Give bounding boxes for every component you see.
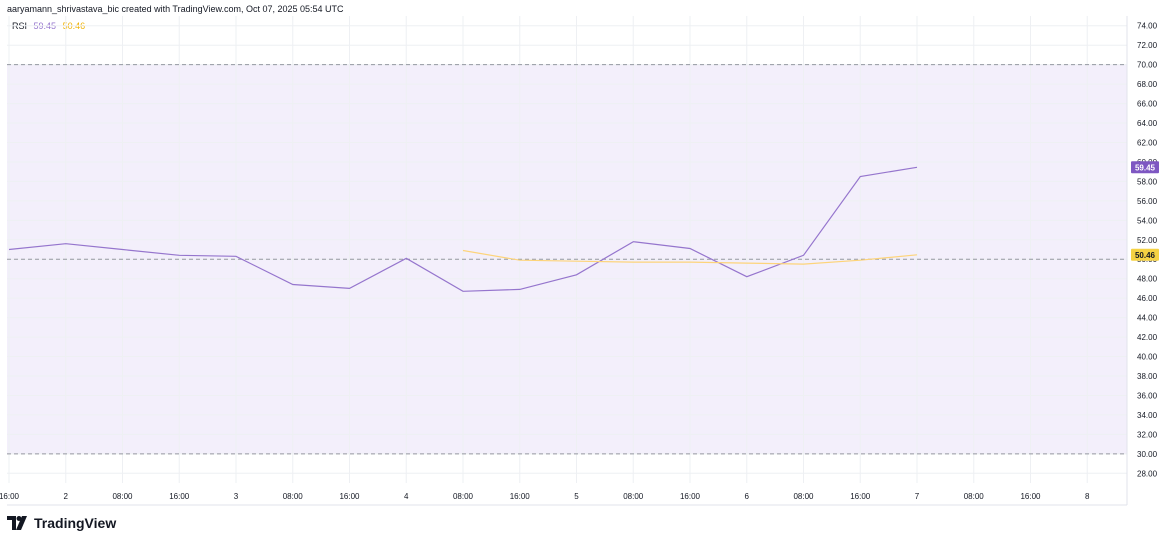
y-tick-label: 64.00 xyxy=(1137,119,1158,128)
x-tick-label: 5 xyxy=(574,492,579,501)
rsi-last-value-badge xyxy=(1131,161,1159,174)
y-tick-label: 28.00 xyxy=(1137,469,1158,478)
y-tick-label: 36.00 xyxy=(1137,391,1158,400)
tradingview-logo: TradingView xyxy=(7,515,116,531)
rsi-last-value-badge-text: 59.45 xyxy=(1135,163,1156,172)
y-tick-label: 66.00 xyxy=(1137,100,1158,109)
y-tick-label: 72.00 xyxy=(1137,41,1158,50)
x-tick-label: 08:00 xyxy=(112,492,133,501)
y-tick-label: 44.00 xyxy=(1137,314,1158,323)
y-tick-label: 54.00 xyxy=(1137,216,1158,225)
y-tick-label: 46.00 xyxy=(1137,294,1158,303)
x-tick-label: 7 xyxy=(915,492,920,501)
x-tick-label: 2 xyxy=(64,492,69,501)
y-tick-label: 70.00 xyxy=(1137,61,1158,70)
x-tick-label: 16:00 xyxy=(510,492,531,501)
y-tick-label: 68.00 xyxy=(1137,80,1158,89)
y-tick-label: 56.00 xyxy=(1137,197,1158,206)
y-tick-label: 74.00 xyxy=(1137,22,1158,31)
x-tick-label: 08:00 xyxy=(283,492,304,501)
y-tick-label: 38.00 xyxy=(1137,372,1158,381)
ma-last-value-badge-text: 50.46 xyxy=(1135,251,1156,260)
x-tick-label: 16:00 xyxy=(1020,492,1041,501)
x-tick-label: 08:00 xyxy=(793,492,814,501)
x-tick-label: 08:00 xyxy=(964,492,985,501)
y-tick-label: 62.00 xyxy=(1137,138,1158,147)
tradingview-logo-icon xyxy=(7,516,27,530)
x-tick-label: 8 xyxy=(1085,492,1090,501)
y-tick-label: 32.00 xyxy=(1137,430,1158,439)
x-tick-label: 4 xyxy=(404,492,409,501)
y-tick-label: 48.00 xyxy=(1137,275,1158,284)
chart-credit: aaryamann_shrivastava_bic created with T… xyxy=(7,4,344,14)
tradingview-brand: TradingView xyxy=(34,515,117,531)
x-tick-label: 08:00 xyxy=(623,492,644,501)
x-tick-label: 16:00 xyxy=(850,492,871,501)
y-tick-label: 34.00 xyxy=(1137,411,1158,420)
y-tick-label: 42.00 xyxy=(1137,333,1158,342)
x-tick-label: 16:00 xyxy=(339,492,360,501)
ma-last-value-badge xyxy=(1131,248,1159,261)
y-tick-label: 40.00 xyxy=(1137,353,1158,362)
x-tick-label: 6 xyxy=(745,492,750,501)
y-tick-label: 30.00 xyxy=(1137,450,1158,459)
y-tick-label: 58.00 xyxy=(1137,177,1158,186)
y-tick-label: 52.00 xyxy=(1137,236,1158,245)
x-tick-label: 16:00 xyxy=(169,492,190,501)
x-tick-label: 16:00 xyxy=(680,492,701,501)
x-tick-label: 16:00 xyxy=(0,492,20,501)
x-tick-label: 3 xyxy=(234,492,239,501)
x-tick-label: 08:00 xyxy=(453,492,474,501)
